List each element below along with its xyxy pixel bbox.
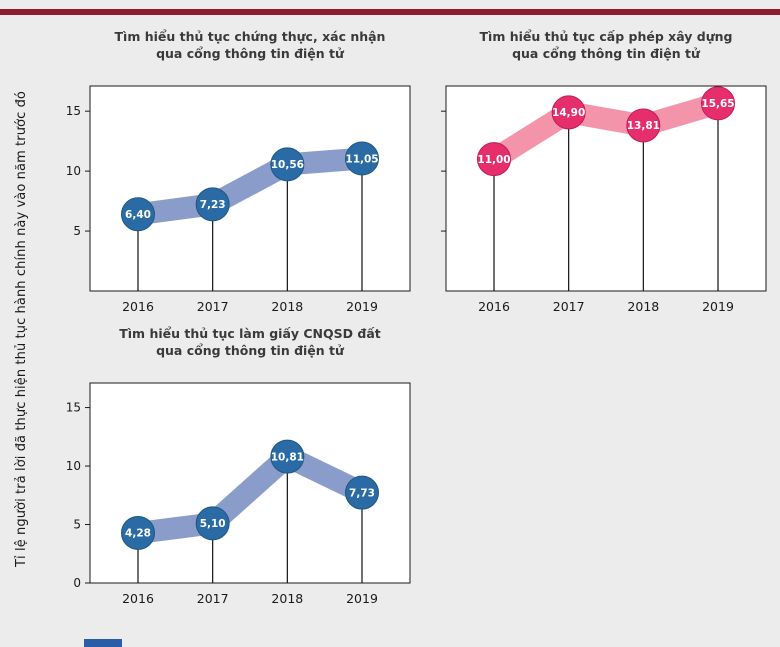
- chart-block-land-certificate: Tìm hiểu thủ tục làm giấy CNQSD đất qua …: [52, 325, 422, 613]
- chart-title-line2: qua cổng thông tin điện tử: [512, 46, 700, 61]
- chart-title: Tìm hiểu thủ tục làm giấy CNQSD đất qua …: [90, 325, 410, 359]
- data-point: [270, 147, 305, 182]
- y-tick-label: 5: [73, 224, 81, 238]
- data-point: [701, 86, 735, 121]
- chart-title: Tìm hiểu thủ tục cấp phép xây dựng qua c…: [446, 28, 766, 62]
- data-point: [195, 506, 230, 541]
- chart-title: Tìm hiểu thủ tục chứng thực, xác nhận qu…: [90, 28, 410, 62]
- data-point: [551, 95, 586, 130]
- top-accent-bar: [0, 9, 780, 15]
- y-tick-label: 5: [73, 518, 81, 532]
- x-tick-label: 2016: [122, 299, 154, 314]
- x-tick-label: 2016: [478, 299, 510, 314]
- chart-title-line1: Tìm hiểu thủ tục làm giấy CNQSD đất: [119, 326, 381, 341]
- y-axis-label: Tỉ lệ người trả lời đã thực hiện thủ tục…: [14, 91, 29, 567]
- data-point-label: 5,10: [200, 518, 226, 530]
- x-tick-label: 2018: [271, 299, 303, 314]
- chart-block-certification: Tìm hiểu thủ tục chứng thực, xác nhận qu…: [52, 28, 422, 321]
- data-point-label: 7,23: [200, 199, 226, 211]
- chart-title-line2: qua cổng thông tin điện tử: [156, 343, 344, 358]
- y-tick-label: 15: [66, 104, 81, 118]
- chart-title-line1: Tìm hiểu thủ tục chứng thực, xác nhận: [114, 29, 386, 44]
- line-chart-certification: 5 10 15 6,40 7,23 10,56 11,05 2016 2017 2018 2019: [66, 85, 411, 314]
- data-point-label: 15,65: [701, 98, 734, 110]
- y-tick-label: 15: [66, 401, 81, 415]
- x-tick-label: 2018: [627, 299, 659, 314]
- data-point: [270, 439, 305, 474]
- data-point: [345, 141, 379, 176]
- data-point-label: 11,00: [477, 154, 510, 166]
- x-tick-label: 2017: [197, 299, 229, 314]
- y-tick-label: 0: [73, 576, 81, 590]
- data-point-label: 10,56: [271, 159, 304, 171]
- data-point: [477, 142, 511, 177]
- data-point-label: 10,81: [271, 451, 304, 463]
- line-chart-construction-permit: 11,00 14,90 13,81 15,65 2016 2017 2018 2019: [441, 85, 767, 314]
- chart-block-construction-permit: Tìm hiểu thủ tục cấp phép xây dựng qua c…: [408, 28, 778, 321]
- data-point-label: 6,40: [125, 209, 151, 221]
- data-point-label: 13,81: [627, 120, 660, 132]
- trend-band: [483, 92, 729, 171]
- bottom-accent-bar: [84, 639, 122, 647]
- x-tick-label: 2018: [271, 591, 303, 606]
- data-point-label: 11,05: [345, 153, 378, 165]
- trend-band: [127, 147, 373, 226]
- y-tick-label: 10: [66, 459, 81, 473]
- data-point-label: 7,73: [349, 487, 375, 499]
- x-tick-label: 2019: [346, 299, 378, 314]
- y-tick-label: 10: [66, 164, 81, 178]
- data-point: [195, 187, 230, 222]
- data-point: [626, 108, 661, 143]
- data-point: [121, 515, 155, 550]
- line-chart-land-certificate: 0 5 10 15 4,28 5,10 10,81 7,73 2016 2017 2018 2019: [66, 382, 411, 606]
- data-point: [345, 475, 379, 510]
- data-point-label: 14,90: [552, 107, 585, 119]
- x-tick-label: 2019: [346, 591, 378, 606]
- x-tick-label: 2017: [197, 591, 229, 606]
- x-tick-label: 2017: [553, 299, 585, 314]
- x-tick-label: 2016: [122, 591, 154, 606]
- x-tick-label: 2019: [702, 299, 734, 314]
- trend-band: [127, 445, 373, 544]
- chart-title-line2: qua cổng thông tin điện tử: [156, 46, 344, 61]
- data-point-label: 4,28: [125, 528, 151, 540]
- data-point: [121, 197, 155, 232]
- chart-title-line1: Tìm hiểu thủ tục cấp phép xây dựng: [479, 29, 733, 44]
